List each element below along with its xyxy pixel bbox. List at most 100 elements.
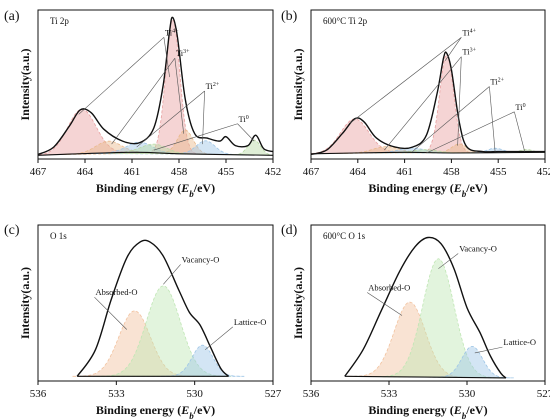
peak-ti4--1 [144, 18, 201, 155]
annotation-label: Ti4+ [165, 27, 179, 37]
annotation-leader [163, 264, 181, 285]
plot-frame [37, 9, 274, 160]
annotation-leader [474, 346, 503, 354]
peak-ti4--0 [38, 108, 139, 156]
peak-vacancy-o-0 [375, 258, 501, 379]
x-tick-label: 461 [396, 166, 413, 178]
background-line [344, 375, 507, 379]
x-tick-label: 530 [459, 388, 476, 400]
annotation-leader [349, 37, 462, 124]
background-line [38, 151, 273, 156]
panel-title: 600°C Ti 2p [323, 16, 368, 26]
annotation-label: Ti2+ [490, 77, 504, 87]
x-tick-label: 452 [265, 166, 282, 178]
panel-label: (b) [281, 9, 298, 24]
peak-absorbed-o-0 [71, 310, 198, 377]
x-tick-label: 467 [30, 166, 47, 178]
x-axis-title: Binding energy (Eb/eV) [96, 403, 215, 419]
annotation-leader [202, 90, 205, 145]
panel-title: O 1s [50, 231, 67, 241]
annotation-leader [426, 111, 515, 154]
annotation-leader [514, 111, 526, 152]
panel-label: (d) [281, 223, 298, 238]
annotation-label: Vacancy-O [182, 254, 220, 264]
x-tick-label: 536 [303, 388, 320, 400]
x-tick-label: 527 [265, 388, 282, 400]
x-tick-label: 464 [77, 166, 94, 178]
annotation-leader [111, 58, 176, 145]
chart-panel-1: 467 464 461 458 455 452 Binding energy (Eb/eV)… [281, 9, 550, 199]
annotation-leader [444, 37, 462, 61]
panel-title: 600°C O 1s [323, 231, 366, 241]
plot-area [344, 236, 514, 379]
plot-area [71, 239, 245, 377]
annotation-leader [153, 123, 238, 151]
x-axis-title: Binding energy (Eb/eV) [368, 181, 487, 199]
annotation-leader [136, 90, 205, 148]
x-tick-label: 467 [303, 166, 320, 178]
envelope-line [76, 239, 230, 377]
x-tick-label: 527 [537, 388, 550, 400]
annotation-label: Ti0 [239, 114, 249, 124]
x-tick-label: 461 [124, 166, 141, 178]
x-tick-label: 455 [490, 166, 507, 178]
annotation-leader [163, 37, 170, 78]
plot-area [38, 16, 273, 156]
panel-label: (c) [4, 223, 20, 238]
annotation-leader [489, 86, 496, 152]
x-tick-label: 464 [350, 166, 367, 178]
plot-area [311, 51, 545, 156]
annotation-leader [438, 253, 459, 269]
y-axis-title: Intensity(a.u.) [291, 48, 305, 120]
x-tick-label: 530 [186, 388, 203, 400]
envelope-line [311, 51, 545, 156]
x-axis-title: Binding energy (Eb/eV) [368, 403, 487, 419]
x-tick-label: 452 [537, 166, 550, 178]
plot-frame [310, 224, 546, 382]
panel-label: (a) [4, 9, 20, 24]
x-tick-label: 458 [171, 166, 188, 178]
x-tick-label: 458 [443, 166, 460, 178]
annotation-leader [384, 56, 462, 151]
y-axis-title: Intensity(a.u.) [18, 48, 32, 120]
chart-panel-2: 536 533 530 527 Binding energy (Eb/eV) Intens… [4, 223, 282, 419]
annotation-leader [412, 86, 490, 152]
annotation-label: Ti0 [515, 102, 525, 112]
chart-panel-3: 536 533 530 527 Binding energy (Eb/eV) Intens… [281, 223, 550, 419]
annotation-leader [174, 58, 184, 134]
envelope-line [344, 236, 507, 379]
annotation-leader [94, 296, 127, 330]
peak-vacancy-o-0 [95, 285, 232, 377]
annotation-label: Lattice-O [234, 317, 267, 327]
plot-frame [310, 9, 546, 160]
chart-panel-0: 467 464 461 458 455 452 Binding energy (Eb/eV)… [4, 9, 281, 199]
x-tick-label: 536 [30, 388, 47, 400]
annotation-label: Ti3+ [176, 48, 190, 58]
annotation-label: Lattice-O [503, 337, 536, 347]
annotation-leader [78, 37, 165, 115]
peak-absorbed-o-0 [347, 301, 473, 379]
peak-lattice-o-0 [160, 344, 245, 377]
x-tick-label: 533 [108, 388, 125, 400]
annotation-leader [204, 326, 234, 351]
annotation-label: Ti4+ [462, 27, 476, 37]
annotation-leader [237, 123, 255, 142]
peak-ti4--1 [418, 54, 476, 154]
annotation-label: Ti3+ [462, 47, 476, 57]
annotation-leader [457, 56, 462, 146]
panel-title: Ti 2p [50, 16, 69, 26]
envelope-line [38, 16, 273, 156]
annotation-label: Vacancy-O [459, 244, 497, 254]
y-axis-title: Intensity(a.u.) [18, 267, 32, 339]
plot-frame [37, 224, 274, 382]
x-tick-label: 455 [218, 166, 235, 178]
x-tick-label: 533 [381, 388, 398, 400]
annotation-leader [367, 292, 403, 316]
x-axis-title: Binding energy (Eb/eV) [96, 181, 215, 199]
annotation-label: Absorbed-O [368, 283, 410, 293]
annotation-label: Ti2+ [206, 81, 220, 91]
annotation-label: Absorbed-O [95, 287, 137, 297]
y-axis-title: Intensity(a.u.) [291, 267, 305, 339]
peak-ti0-1 [229, 139, 273, 156]
